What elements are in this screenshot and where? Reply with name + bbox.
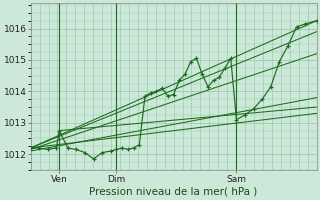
X-axis label: Pression niveau de la mer( hPa ): Pression niveau de la mer( hPa ) [90, 187, 258, 197]
